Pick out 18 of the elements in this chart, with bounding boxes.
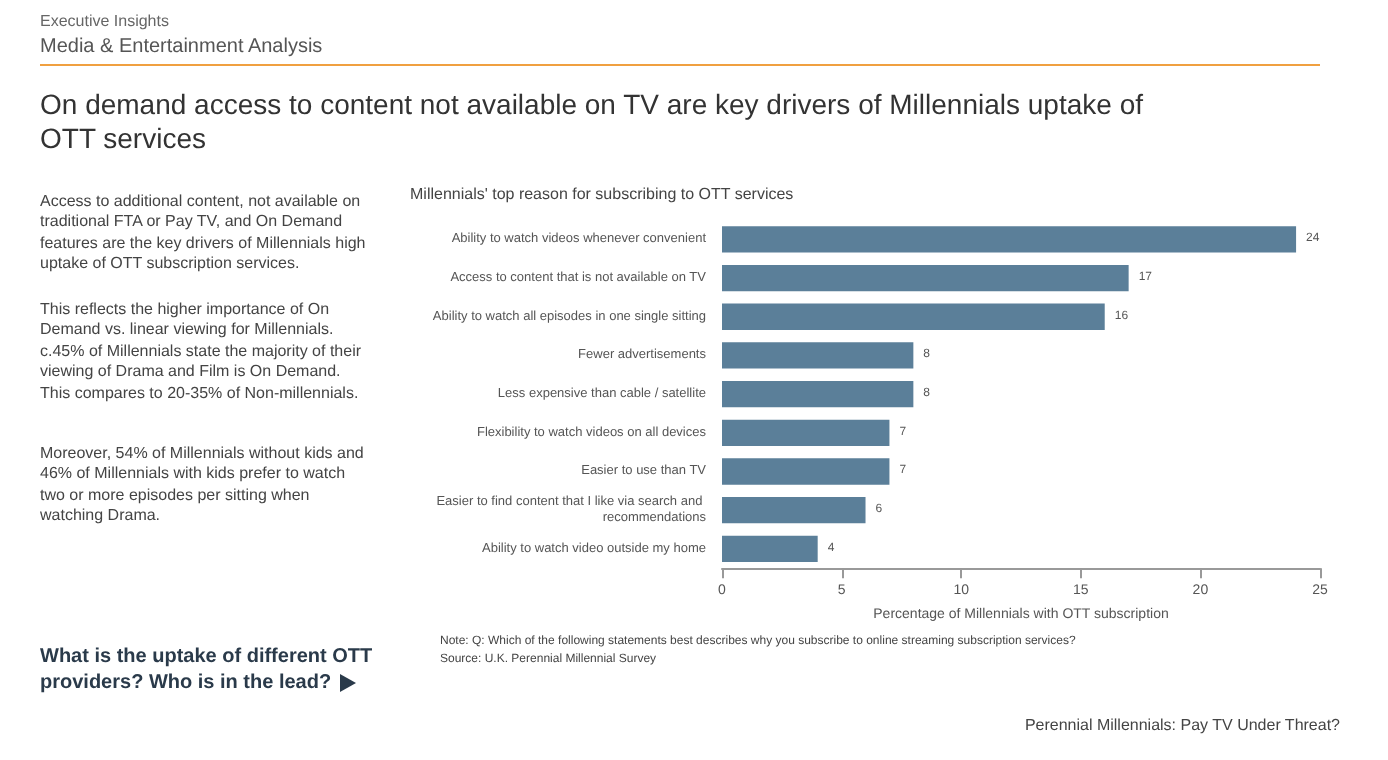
bar	[722, 497, 866, 524]
text: This reflects the higher importance of On Demand vs. linear viewing for Millennials. c.45% of Millennials state the majority of their viewing of Drama and Film is On Demand. This compares to 20-35% of Non-millennials.	[40, 300, 362, 402]
bar	[722, 535, 818, 563]
text: Access to additional content, not available on traditional FTA or Pay TV, and On Demand features are the key drivers of Millennials high uptake of OTT subscription services.	[40, 192, 366, 273]
chart-title: On demand access to content not available on TV are key drivers of Millennials uptake of OTT services	[40, 88, 1145, 156]
text: Media & Entertainment Analysis	[40, 36, 323, 58]
text: Moreover, 54% of Millennials without kids and 46% of Millennials with kids prefer to watch two or more episodes per sitting when watching Drama.	[40, 444, 364, 525]
text: What is the uptake of different OTT providers? Who is in the lead?	[40, 646, 373, 694]
chart-subtitle: Millennials' top reason for subscribing to OTT services	[410, 185, 794, 203]
text: Executive Insights	[40, 12, 169, 30]
bar	[722, 226, 1297, 253]
bar	[722, 303, 1105, 330]
bar	[722, 458, 890, 485]
text: Perennial Millennials: Pay TV Under Threat?	[1024, 716, 1340, 734]
bar	[722, 419, 890, 446]
bar	[722, 380, 914, 408]
bar	[722, 264, 1129, 292]
bar	[722, 342, 914, 369]
